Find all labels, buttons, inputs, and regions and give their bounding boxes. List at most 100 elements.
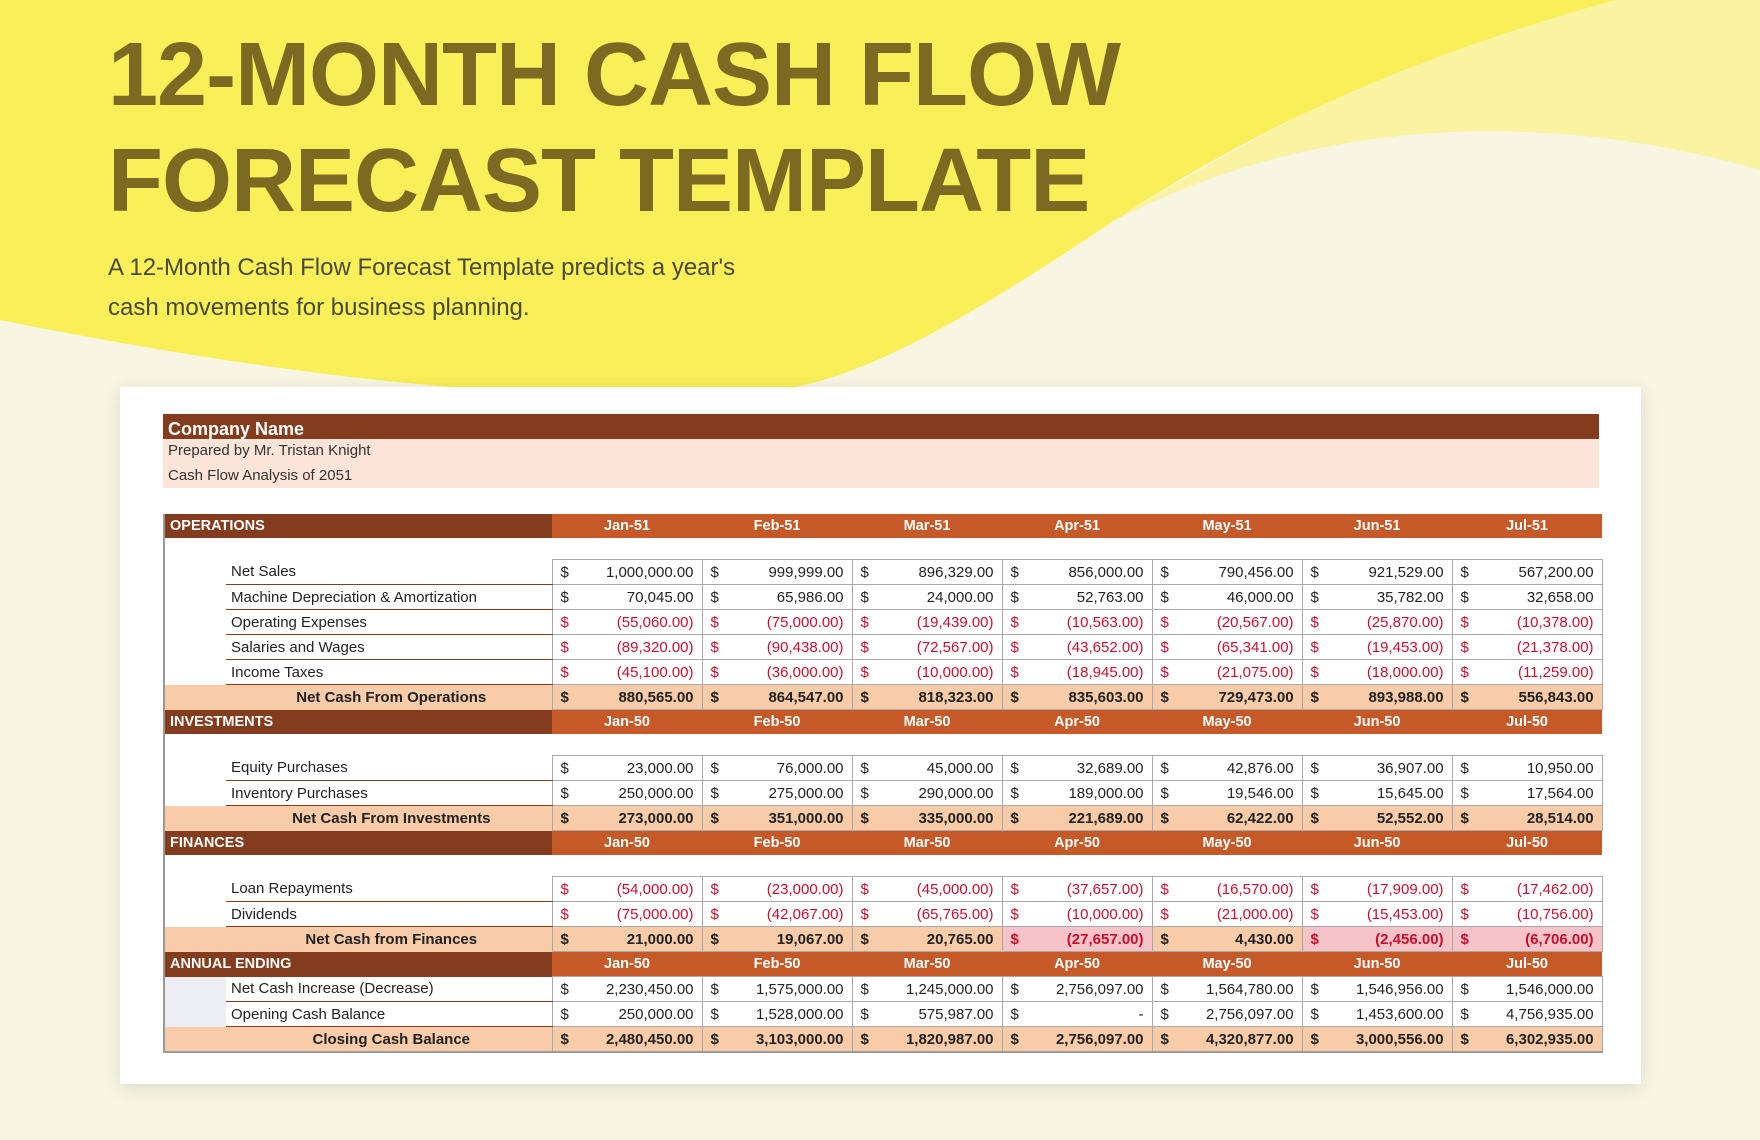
- currency-symbol: $: [1151, 684, 1177, 710]
- cell-value: 45,000.00: [876, 755, 1003, 781]
- cell-value: 575,987.00: [876, 1001, 1003, 1027]
- cell-value: (54,000.00): [576, 876, 703, 902]
- month-header: Jun-51: [1302, 514, 1453, 538]
- currency-symbol: $: [1301, 634, 1327, 660]
- cell-value: (19,453.00): [1326, 634, 1453, 660]
- total-value: 2,480,450.00: [576, 1026, 703, 1053]
- spacer-row: [164, 734, 1602, 756]
- currency-symbol: $: [701, 926, 727, 952]
- data-row: Net Cash Increase (Decrease) $2,230,450.0…: [164, 976, 1603, 1002]
- currency-symbol: $: [1301, 1026, 1327, 1053]
- currency-symbol: $: [1001, 559, 1027, 585]
- analysis: Cash Flow Analysis of 2051: [168, 466, 353, 484]
- total-value: 52,552.00: [1326, 805, 1453, 831]
- currency-symbol: $: [1301, 584, 1327, 610]
- currency-symbol: $: [1001, 876, 1027, 902]
- currency-symbol: $: [1001, 1026, 1027, 1053]
- currency-symbol: $: [1301, 609, 1327, 635]
- cell-value: 32,658.00: [1476, 584, 1603, 610]
- cell-value: 896,329.00: [876, 559, 1003, 585]
- currency-symbol: $: [1451, 659, 1477, 685]
- total-value: (2,456.00): [1326, 926, 1453, 952]
- cell-value: 1,546,000.00: [1476, 976, 1603, 1002]
- currency-symbol: $: [1151, 659, 1177, 685]
- currency-symbol: $: [551, 634, 577, 660]
- cell-value: 250,000.00: [576, 1001, 703, 1027]
- total-value: 556,843.00: [1476, 684, 1603, 710]
- month-header: May-51: [1152, 514, 1303, 538]
- total-value: (27,657.00): [1026, 926, 1153, 952]
- section-title: ANNUAL ENDING: [164, 951, 553, 977]
- currency-symbol: $: [851, 1026, 877, 1053]
- cell-value: (37,657.00): [1026, 876, 1153, 902]
- currency-symbol: $: [551, 805, 577, 831]
- currency-symbol: $: [1451, 559, 1477, 585]
- section-title: OPERATIONS: [164, 514, 553, 538]
- month-header: Jun-50: [1302, 830, 1453, 855]
- cell-value: 250,000.00: [576, 780, 703, 806]
- indent: [164, 610, 226, 635]
- currency-symbol: $: [1151, 755, 1177, 781]
- row-label: Operating Expenses: [226, 609, 553, 635]
- month-header: Jul-50: [1452, 830, 1603, 855]
- currency-symbol: $: [1001, 609, 1027, 635]
- currency-symbol: $: [701, 684, 727, 710]
- section-header-row: INVESTMENTS Jan-50 Feb-50 Mar-50 Apr-50 May-5…: [164, 709, 1603, 734]
- cell-value: 790,456.00: [1176, 559, 1303, 585]
- currency-symbol: $: [1001, 901, 1027, 927]
- currency-symbol: $: [1151, 976, 1177, 1002]
- cell-value: 1,453,600.00: [1326, 1001, 1453, 1027]
- cell-value: (21,075.00): [1176, 659, 1303, 685]
- indent: [164, 1026, 226, 1052]
- total-value: 6,302,935.00: [1476, 1026, 1603, 1053]
- cell-value: (10,000.00): [876, 659, 1003, 685]
- currency-symbol: $: [1451, 1001, 1477, 1027]
- cell-value: 1,546,956.00: [1326, 976, 1453, 1002]
- cell-value: (10,563.00): [1026, 609, 1153, 635]
- cell-value: 17,564.00: [1476, 780, 1603, 806]
- currency-symbol: $: [851, 780, 877, 806]
- cell-value: (17,462.00): [1476, 876, 1603, 902]
- currency-symbol: $: [551, 684, 577, 710]
- currency-symbol: $: [701, 901, 727, 927]
- currency-symbol: $: [701, 609, 727, 635]
- month-header: Jan-50: [552, 830, 703, 855]
- cell-value: (90,438.00): [726, 634, 853, 660]
- cell-value: 32,689.00: [1026, 755, 1153, 781]
- row-label: Opening Cash Balance: [226, 1001, 553, 1027]
- month-header: Jun-50: [1302, 709, 1453, 734]
- currency-symbol: $: [1151, 876, 1177, 902]
- light-wave: [1080, 0, 1760, 240]
- cell-value: (15,453.00): [1326, 901, 1453, 927]
- data-row: Dividends $ (75,000.00) $ (42,067.00) $ (65,76…: [164, 901, 1603, 927]
- cell-value: -: [1026, 1001, 1153, 1027]
- cell-value: (75,000.00): [576, 901, 703, 927]
- indent: [164, 1001, 226, 1027]
- currency-symbol: $: [1301, 1001, 1327, 1027]
- total-value: 351,000.00: [726, 805, 853, 831]
- month-header: Feb-51: [702, 514, 853, 538]
- total-value: 835,603.00: [1026, 684, 1153, 710]
- indent: [164, 877, 226, 902]
- cell-value: 1,575,000.00: [726, 976, 853, 1002]
- total-value: 4,430.00: [1176, 926, 1303, 952]
- cell-value: (25,870.00): [1326, 609, 1453, 635]
- cell-value: 1,528,000.00: [726, 1001, 853, 1027]
- cell-value: 921,529.00: [1326, 559, 1453, 585]
- cell-value: (11,259.00): [1476, 659, 1603, 685]
- currency-symbol: $: [851, 805, 877, 831]
- currency-symbol: $: [551, 780, 577, 806]
- data-row: Opening Cash Balance $250,000.00 $1,528,00…: [164, 1001, 1603, 1027]
- currency-symbol: $: [1001, 755, 1027, 781]
- currency-symbol: $: [851, 976, 877, 1002]
- currency-symbol: $: [551, 876, 577, 902]
- total-value: 1,820,987.00: [876, 1026, 1003, 1053]
- currency-symbol: $: [701, 559, 727, 585]
- cell-value: 35,782.00: [1326, 584, 1453, 610]
- currency-symbol: $: [1301, 659, 1327, 685]
- currency-symbol: $: [1301, 901, 1327, 927]
- section-title: INVESTMENTS: [164, 709, 553, 734]
- cell-value: 52,763.00: [1026, 584, 1153, 610]
- cash-flow-table: OPERATIONS Jan-51 Feb-51 Mar-51 Apr-51 May-51…: [163, 514, 1603, 1053]
